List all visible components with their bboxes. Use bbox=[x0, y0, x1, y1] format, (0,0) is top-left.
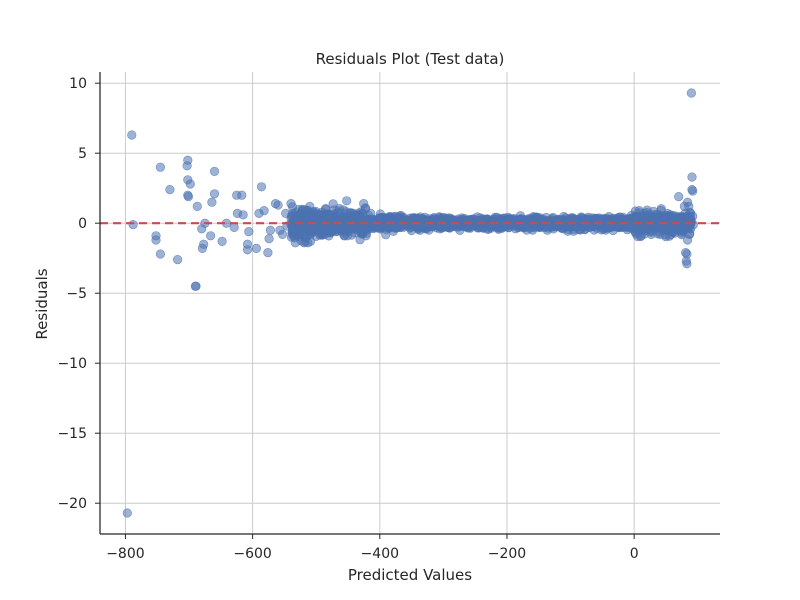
data-point bbox=[191, 281, 201, 291]
data-point bbox=[291, 227, 301, 237]
data-point bbox=[237, 190, 247, 200]
data-point bbox=[217, 236, 227, 246]
y-tick-label: 5 bbox=[78, 146, 87, 162]
data-point bbox=[534, 222, 544, 232]
data-point bbox=[684, 201, 694, 211]
data-point bbox=[229, 222, 239, 232]
data-point bbox=[351, 224, 361, 235]
data-point bbox=[627, 216, 637, 226]
data-point bbox=[305, 201, 315, 211]
x-tick-labels: −800 −600 −400 −200 0 bbox=[106, 534, 639, 562]
x-tick-label: −400 bbox=[361, 546, 399, 562]
data-point bbox=[209, 189, 220, 199]
data-point bbox=[573, 214, 583, 224]
x-tick-label: −600 bbox=[233, 546, 271, 562]
data-point bbox=[264, 234, 274, 244]
data-point bbox=[424, 220, 435, 230]
data-point bbox=[368, 214, 378, 224]
data-point bbox=[192, 201, 202, 211]
data-point bbox=[315, 224, 325, 235]
data-point bbox=[342, 231, 353, 241]
data-point bbox=[342, 196, 352, 206]
y-tick-label: −20 bbox=[57, 496, 87, 512]
data-point bbox=[182, 161, 192, 171]
data-point bbox=[183, 192, 193, 202]
data-point bbox=[340, 217, 350, 227]
data-point bbox=[359, 199, 369, 209]
data-point bbox=[668, 210, 678, 221]
data-point bbox=[281, 208, 291, 218]
data-point bbox=[277, 229, 288, 239]
x-tick-label: 0 bbox=[630, 546, 639, 562]
y-tick-labels: 10 5 0 −5 −10 −15 −20 bbox=[57, 76, 100, 512]
grid-lines bbox=[100, 72, 720, 534]
data-point bbox=[199, 239, 209, 249]
x-tick-label: −200 bbox=[488, 546, 526, 562]
data-point bbox=[122, 508, 132, 518]
data-point bbox=[155, 162, 165, 172]
data-point bbox=[653, 209, 663, 219]
data-point bbox=[273, 200, 283, 210]
data-point bbox=[256, 182, 267, 192]
y-axis-label: Residuals bbox=[33, 268, 51, 339]
data-point bbox=[165, 185, 175, 195]
data-point bbox=[307, 209, 318, 219]
axes bbox=[99, 72, 720, 535]
data-point bbox=[128, 220, 138, 230]
data-point bbox=[297, 219, 307, 230]
x-axis-label: Predicted Values bbox=[348, 566, 472, 584]
data-point bbox=[686, 88, 697, 98]
data-point bbox=[151, 231, 161, 241]
data-point bbox=[688, 186, 698, 196]
data-point bbox=[401, 217, 412, 227]
data-point bbox=[242, 245, 253, 255]
y-tick-label: −10 bbox=[57, 356, 87, 372]
data-point bbox=[206, 231, 216, 241]
data-point bbox=[259, 206, 269, 216]
data-point bbox=[682, 259, 692, 269]
y-tick-label: −15 bbox=[57, 426, 87, 442]
data-point bbox=[688, 211, 698, 221]
y-tick-label: −5 bbox=[66, 286, 87, 302]
data-point bbox=[185, 179, 195, 189]
data-point bbox=[355, 235, 365, 245]
data-point bbox=[688, 220, 698, 230]
data-point bbox=[155, 249, 165, 259]
data-point bbox=[687, 172, 697, 182]
data-point bbox=[207, 197, 217, 207]
data-point bbox=[674, 192, 684, 202]
data-point bbox=[639, 208, 649, 218]
data-point bbox=[251, 243, 261, 253]
data-point bbox=[263, 248, 273, 258]
data-point bbox=[209, 166, 220, 176]
data-point bbox=[244, 227, 254, 237]
data-point bbox=[286, 199, 296, 209]
x-tick-label: −800 bbox=[106, 546, 144, 562]
data-point bbox=[667, 227, 677, 237]
chart-title: Residuals Plot (Test data) bbox=[316, 50, 505, 68]
data-point bbox=[636, 231, 646, 241]
data-point bbox=[338, 205, 349, 215]
data-point bbox=[391, 211, 401, 221]
data-point bbox=[522, 222, 532, 232]
data-point bbox=[265, 225, 276, 235]
y-tick-label: 0 bbox=[78, 216, 87, 232]
y-tick-label: 10 bbox=[69, 76, 87, 92]
data-point bbox=[305, 236, 316, 246]
data-point bbox=[127, 130, 137, 140]
data-point bbox=[682, 249, 692, 259]
data-point bbox=[587, 217, 597, 227]
data-point bbox=[511, 219, 521, 229]
data-point bbox=[238, 210, 248, 220]
data-point bbox=[483, 215, 493, 225]
data-point bbox=[655, 229, 665, 239]
data-point bbox=[173, 255, 183, 265]
